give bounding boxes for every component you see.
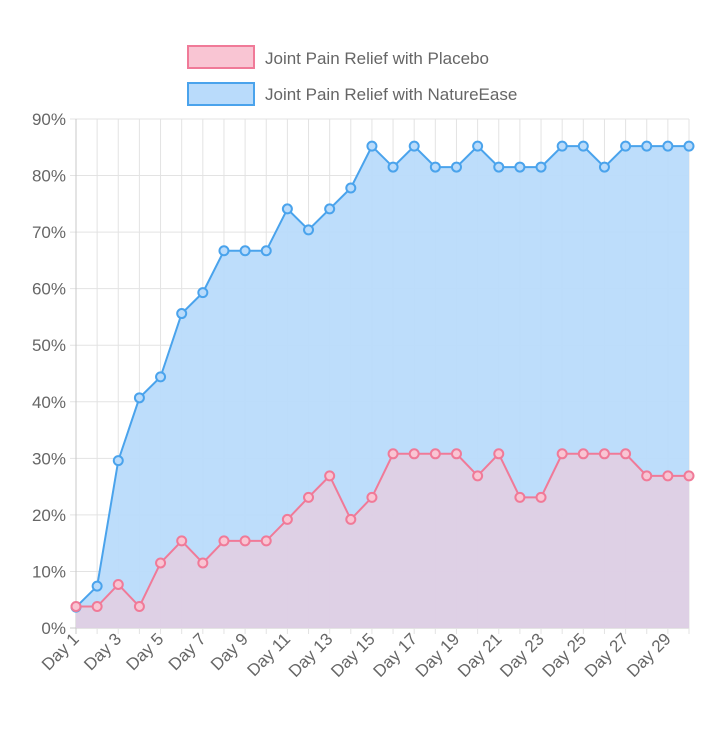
point-placebo[interactable]: [662, 470, 674, 482]
point-placebo[interactable]: [472, 470, 484, 482]
point-placebo[interactable]: [239, 535, 251, 547]
point-natureease[interactable]: [641, 140, 653, 152]
point-natureease[interactable]: [112, 455, 124, 467]
point-placebo[interactable]: [620, 448, 632, 460]
point-placebo[interactable]: [176, 535, 188, 547]
y-tick-label: 0%: [41, 619, 66, 638]
point-natureease[interactable]: [598, 161, 610, 173]
point-placebo[interactable]: [197, 557, 209, 569]
point-placebo[interactable]: [366, 491, 378, 503]
point-placebo[interactable]: [641, 470, 653, 482]
point-natureease[interactable]: [303, 224, 315, 236]
point-natureease[interactable]: [345, 182, 357, 194]
x-tick-label: Day 21: [454, 629, 506, 681]
point-placebo[interactable]: [70, 601, 82, 613]
point-placebo[interactable]: [493, 448, 505, 460]
point-placebo[interactable]: [387, 448, 399, 460]
point-placebo[interactable]: [535, 491, 547, 503]
point-natureease[interactable]: [429, 161, 441, 173]
point-placebo[interactable]: [450, 448, 462, 460]
point-natureease[interactable]: [155, 371, 167, 383]
point-placebo[interactable]: [260, 535, 272, 547]
point-placebo[interactable]: [91, 601, 103, 613]
point-placebo[interactable]: [577, 448, 589, 460]
y-tick-label: 40%: [32, 393, 66, 412]
legend-label-natureease: Joint Pain Relief with NatureEase: [265, 85, 517, 104]
x-tick-label: Day 19: [412, 629, 464, 681]
point-natureease[interactable]: [91, 580, 103, 592]
point-placebo[interactable]: [429, 448, 441, 460]
x-tick-label: Day 17: [370, 629, 422, 681]
point-placebo[interactable]: [155, 557, 167, 569]
legend: Joint Pain Relief with Placebo Joint Pai…: [187, 45, 517, 106]
x-tick-label: Day 29: [623, 629, 675, 681]
y-tick-label: 30%: [32, 449, 66, 468]
point-natureease[interactable]: [387, 161, 399, 173]
y-tick-label: 50%: [32, 336, 66, 355]
point-placebo[interactable]: [514, 491, 526, 503]
y-tick-label: 20%: [32, 506, 66, 525]
x-tick-label: Day 25: [539, 629, 591, 681]
x-tick-label: Day 23: [496, 629, 548, 681]
point-natureease[interactable]: [683, 140, 695, 152]
legend-swatch-natureease: [187, 82, 255, 106]
legend-label-placebo: Joint Pain Relief with Placebo: [265, 49, 489, 68]
point-placebo[interactable]: [556, 448, 568, 460]
point-natureease[interactable]: [176, 308, 188, 320]
point-natureease[interactable]: [556, 140, 568, 152]
point-placebo[interactable]: [133, 601, 145, 613]
point-natureease[interactable]: [133, 392, 145, 404]
point-natureease[interactable]: [324, 203, 336, 215]
point-natureease[interactable]: [450, 161, 462, 173]
x-tick-label: Day 5: [123, 629, 168, 674]
point-placebo[interactable]: [598, 448, 610, 460]
point-natureease[interactable]: [514, 161, 526, 173]
point-natureease[interactable]: [218, 245, 230, 257]
point-placebo[interactable]: [218, 535, 230, 547]
x-tick-label: Day 13: [285, 629, 337, 681]
point-natureease[interactable]: [281, 203, 293, 215]
y-axis: 0% 10% 20% 30% 40% 50% 60% 70% 80% 90%: [32, 110, 66, 638]
point-natureease[interactable]: [620, 140, 632, 152]
point-natureease[interactable]: [239, 245, 251, 257]
x-tick-label: Day 7: [165, 629, 210, 674]
point-placebo[interactable]: [324, 470, 336, 482]
point-natureease[interactable]: [577, 140, 589, 152]
point-placebo[interactable]: [345, 513, 357, 525]
x-tick-label: Day 27: [581, 629, 633, 681]
point-natureease[interactable]: [472, 140, 484, 152]
y-tick-label: 90%: [32, 110, 66, 129]
point-natureease[interactable]: [366, 140, 378, 152]
x-tick-label: Day 3: [80, 629, 125, 674]
y-tick-label: 80%: [32, 167, 66, 186]
point-placebo[interactable]: [281, 513, 293, 525]
point-natureease[interactable]: [408, 140, 420, 152]
x-tick-label: Day 15: [327, 629, 379, 681]
legend-swatch-placebo: [187, 45, 255, 69]
series-points: [70, 140, 695, 613]
point-natureease[interactable]: [260, 245, 272, 257]
y-tick-label: 10%: [32, 562, 66, 581]
point-placebo[interactable]: [112, 578, 124, 590]
point-natureease[interactable]: [197, 287, 209, 299]
y-tick-label: 70%: [32, 223, 66, 242]
x-tick-label: Day 11: [244, 629, 295, 680]
legend-item-placebo[interactable]: Joint Pain Relief with Placebo: [187, 45, 489, 69]
point-placebo[interactable]: [683, 470, 695, 482]
point-natureease[interactable]: [535, 161, 547, 173]
point-placebo[interactable]: [408, 448, 420, 460]
legend-item-natureease[interactable]: Joint Pain Relief with NatureEase: [187, 82, 517, 106]
point-natureease[interactable]: [662, 140, 674, 152]
point-natureease[interactable]: [493, 161, 505, 173]
y-tick-label: 60%: [32, 280, 66, 299]
point-placebo[interactable]: [303, 491, 315, 503]
